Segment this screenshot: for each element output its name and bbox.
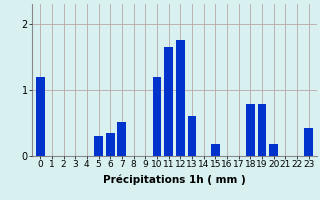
X-axis label: Précipitations 1h ( mm ): Précipitations 1h ( mm ) [103, 175, 246, 185]
Bar [36, 77, 44, 156]
Bar [258, 104, 266, 156]
Bar [164, 47, 173, 156]
Bar [153, 77, 161, 156]
Bar [211, 144, 220, 156]
Bar [94, 136, 103, 156]
Bar [188, 116, 196, 156]
Bar [304, 128, 313, 156]
Bar [269, 144, 278, 156]
Bar [176, 40, 185, 156]
Bar [106, 133, 115, 156]
Bar [117, 122, 126, 156]
Bar [246, 104, 255, 156]
